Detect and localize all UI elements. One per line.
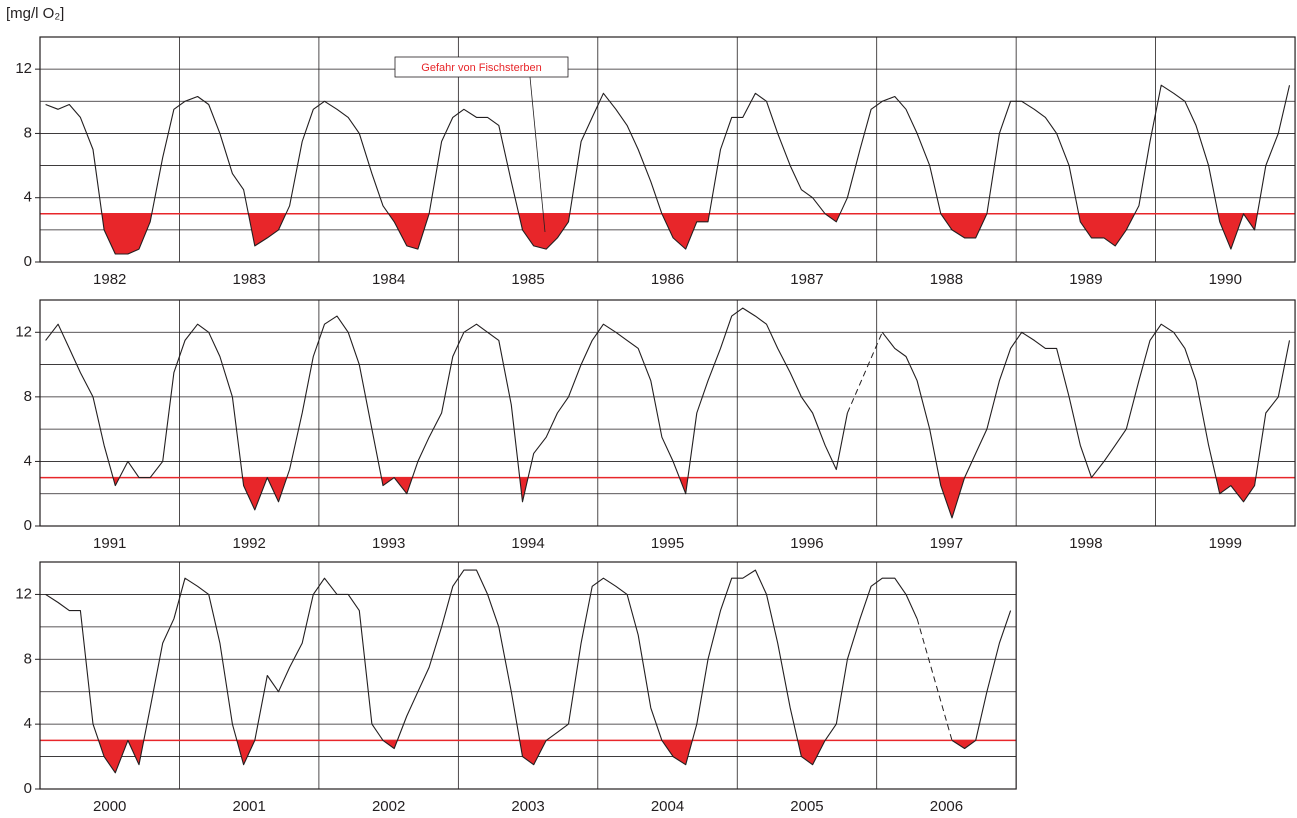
y-tick-label: 0 (24, 780, 32, 797)
hypoxia-fill (1218, 213, 1244, 250)
x-tick-label: 1984 (372, 271, 405, 288)
x-tick-label: 1996 (790, 535, 823, 552)
x-tick-label: 1989 (1069, 271, 1102, 288)
x-tick-label: 1987 (790, 271, 823, 288)
plot-frame (39, 561, 1017, 790)
hypoxia-fill (952, 740, 976, 749)
gap-connector (846, 332, 883, 414)
x-tick-label: 2000 (93, 798, 126, 815)
hypoxia-fill (940, 213, 987, 238)
y-tick-label: 8 (24, 650, 32, 667)
x-tick-label: 1993 (372, 535, 405, 552)
x-tick-label: 1983 (232, 271, 265, 288)
x-tick-label: 1988 (930, 271, 963, 288)
hypoxia-fill (1243, 213, 1258, 230)
y-tick-label: 0 (24, 517, 32, 534)
hypoxia-fill (797, 740, 826, 765)
y-tick-label: 0 (24, 253, 32, 270)
y-axis-label: [mg/l O₂] (6, 5, 64, 22)
x-tick-label: 1994 (511, 535, 544, 552)
hypoxia-fill (236, 740, 255, 765)
hypoxia-fill (1216, 477, 1256, 502)
x-tick-label: 2006 (930, 798, 963, 815)
hypoxia-fill (101, 213, 152, 254)
plot-frame (39, 36, 1296, 263)
plot-frame (39, 299, 1296, 527)
y-tick-label: 12 (15, 323, 32, 340)
x-tick-label: 1995 (651, 535, 684, 552)
panel: 0 4 8 12 1982 1983 1984 1985 1986 1987 1988 1989 199… (15, 36, 1296, 288)
hypoxia-fill (388, 213, 430, 250)
y-tick-label: 8 (24, 124, 32, 141)
hypoxia-fill (661, 740, 693, 765)
hypoxia-fill (661, 213, 710, 250)
annotation-box (394, 56, 569, 78)
panel: 0 4 8 12 2000 2001 2002 2003 2004 2005 2006 (15, 561, 1017, 815)
hypoxia-fill (939, 477, 965, 518)
oxygen-line (45, 84, 1291, 255)
x-tick-label: 2004 (651, 798, 684, 815)
x-tick-label: 1992 (232, 535, 265, 552)
x-tick-label: 1997 (930, 535, 963, 552)
oxygen-line (45, 569, 1012, 774)
gap-connector (916, 618, 953, 741)
panel: 0 4 8 12 1991 1992 1993 1994 1995 1996 1997 1998 199… (15, 299, 1296, 552)
x-tick-label: 2001 (232, 798, 265, 815)
y-tick-label: 12 (15, 585, 32, 602)
annotation-leader (529, 76, 546, 233)
y-tick-label: 4 (24, 452, 32, 469)
y-tick-label: 4 (24, 715, 32, 732)
x-tick-label: 1982 (93, 271, 126, 288)
hypoxia-fill (519, 477, 529, 502)
x-tick-label: 2003 (511, 798, 544, 815)
annotation: Gefahr von Fischsterben (421, 62, 541, 74)
y-tick-label: 4 (24, 189, 32, 206)
hypoxia-fill (267, 477, 287, 502)
hypoxia-fill (242, 477, 268, 510)
y-tick-label: 12 (15, 60, 32, 77)
hypoxia-fill (518, 213, 570, 250)
x-tick-label: 1990 (1209, 271, 1242, 288)
hypoxia-fill (98, 740, 128, 773)
x-tick-label: 1986 (651, 271, 684, 288)
x-tick-label: 1985 (511, 271, 544, 288)
x-tick-label: 1998 (1069, 535, 1102, 552)
x-tick-label: 2005 (790, 798, 823, 815)
hypoxia-fill (519, 740, 547, 765)
x-tick-label: 1999 (1209, 535, 1242, 552)
hypoxia-fill (248, 213, 286, 246)
y-tick-label: 8 (24, 388, 32, 405)
x-tick-label: 1991 (93, 535, 126, 552)
oxygen-line (45, 307, 1291, 519)
x-tick-label: 2002 (372, 798, 405, 815)
